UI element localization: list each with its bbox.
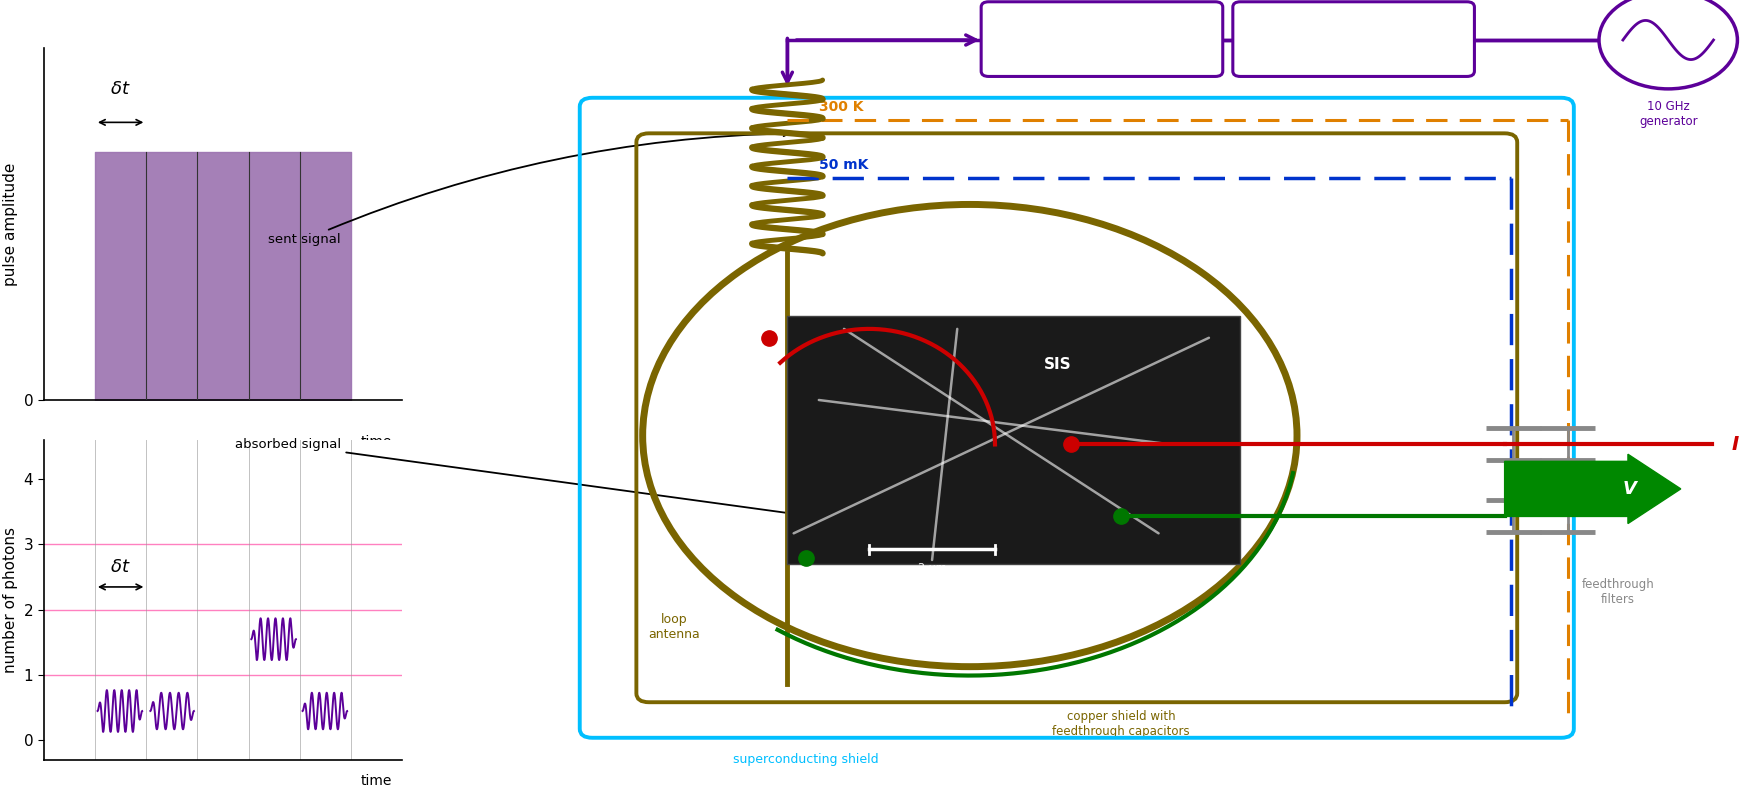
- FancyBboxPatch shape: [1232, 2, 1475, 77]
- Y-axis label: pulse amplitude: pulse amplitude: [4, 162, 18, 286]
- Text: SIS: SIS: [1045, 357, 1071, 372]
- Bar: [788, 315, 1241, 565]
- Text: $\delta t$: $\delta t$: [110, 79, 131, 98]
- Text: 2 μm: 2 μm: [917, 562, 947, 573]
- Text: time: time: [360, 774, 392, 788]
- Text: feedthrough
filters: feedthrough filters: [1582, 578, 1654, 606]
- Circle shape: [1600, 0, 1738, 89]
- Text: 1–30 dB: 1–30 dB: [1326, 17, 1381, 30]
- FancyBboxPatch shape: [982, 2, 1223, 77]
- Text: 10 GHz
generator: 10 GHz generator: [1640, 99, 1697, 127]
- Text: time: time: [360, 434, 392, 449]
- Text: 1–32 dB: 1–32 dB: [1074, 17, 1129, 30]
- Text: constant
attenuation: constant attenuation: [1323, 39, 1384, 61]
- Text: loop
antenna: loop antenna: [648, 613, 700, 641]
- Text: $\delta t$: $\delta t$: [110, 558, 131, 576]
- Text: $\bfit{V}$: $\bfit{V}$: [1622, 480, 1640, 498]
- Text: controlled
attenuation: controlled attenuation: [1071, 39, 1132, 61]
- Text: $t_\mathrm{pulse}$: $t_\mathrm{pulse}$: [203, 486, 243, 510]
- FancyArrow shape: [1505, 454, 1680, 523]
- Text: superconducting shield: superconducting shield: [733, 754, 878, 766]
- Text: absorbed signal: absorbed signal: [234, 438, 802, 517]
- Text: 300 K: 300 K: [819, 100, 863, 114]
- Text: copper shield with
feedthrough capacitors: copper shield with feedthrough capacitor…: [1052, 710, 1190, 738]
- Text: sent signal: sent signal: [268, 131, 789, 246]
- Text: 50 mK: 50 mK: [819, 158, 868, 171]
- Text: $\bfit{I}$: $\bfit{I}$: [1731, 435, 1740, 454]
- Y-axis label: number of photons: number of photons: [4, 527, 18, 673]
